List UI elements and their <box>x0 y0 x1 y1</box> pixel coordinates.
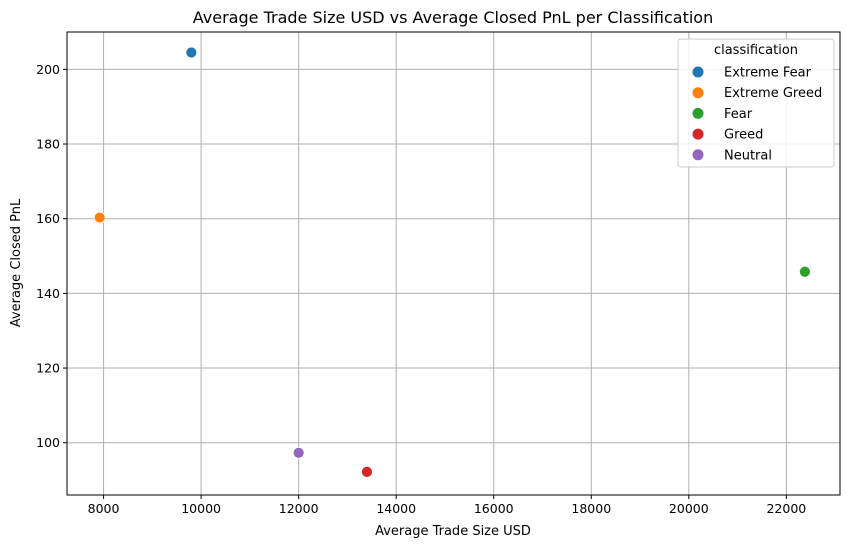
x-tick-label: 20000 <box>669 501 709 516</box>
legend-marker <box>692 107 704 119</box>
chart-title: Average Trade Size USD vs Average Closed… <box>193 8 713 27</box>
y-axis-label: Average Closed PnL <box>9 198 24 327</box>
data-point-fear <box>798 265 811 278</box>
legend-items: Extreme Fear Extreme Greed Fear Greed Neutra… <box>692 66 822 163</box>
x-tick-label: 16000 <box>474 501 514 516</box>
legend-label: Neutral <box>724 148 772 163</box>
plot-frame <box>66 31 841 496</box>
y-tick-label: 160 <box>36 211 60 226</box>
data-point-greed <box>361 465 373 478</box>
y-tick-label: 140 <box>36 286 60 301</box>
data-points <box>93 46 811 478</box>
legend-label: Fear <box>724 107 753 122</box>
legend-label: Greed <box>724 128 763 143</box>
legend-marker <box>692 149 704 161</box>
legend-label: Extreme Fear <box>724 66 812 81</box>
x-tick-label: 18000 <box>571 501 611 516</box>
y-tick-label: 180 <box>36 137 60 152</box>
x-tick-label: 14000 <box>376 501 416 516</box>
x-tick-label: 8000 <box>88 501 120 516</box>
legend: classification Extreme Fear Extreme Greed… <box>677 38 835 168</box>
legend-marker <box>692 87 704 99</box>
x-axis-label: Average Trade Size USD <box>375 524 531 539</box>
data-point-extreme-fear <box>185 46 198 59</box>
data-point-extreme-greed <box>93 211 106 224</box>
legend-title: classification <box>714 43 798 58</box>
y-tick-label: 120 <box>36 361 60 376</box>
legend-label: Extreme Greed <box>724 86 822 101</box>
axis-ticks: 8000 10000 12000 14000 16000 18000 20000 22000 1… <box>36 62 806 516</box>
x-tick-label: 22000 <box>766 501 806 516</box>
x-tick-label: 10000 <box>181 501 221 516</box>
y-tick-label: 100 <box>36 435 60 450</box>
y-tick-label: 200 <box>36 62 60 77</box>
legend-box <box>677 38 835 168</box>
x-tick-label: 12000 <box>279 501 319 516</box>
legend-marker <box>692 128 704 140</box>
data-point-neutral <box>292 446 305 459</box>
legend-marker <box>692 66 704 78</box>
